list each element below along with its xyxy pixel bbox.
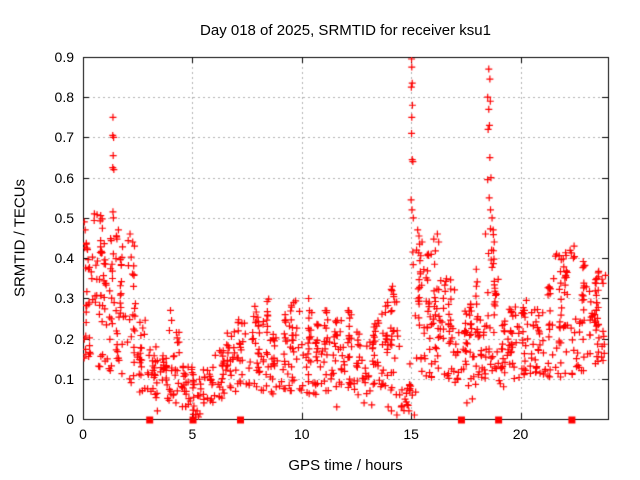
x-tick-label: 20: [512, 426, 529, 442]
y-tick-label: 0.4: [54, 250, 74, 267]
y-tick-label: 0: [66, 411, 74, 427]
x-tick-label: 5: [188, 426, 197, 442]
y-tick-label: 0.3: [54, 290, 74, 307]
chart-title: Day 018 of 2025, SRMTID for receiver ksu…: [200, 22, 491, 39]
x-tick-label: 10: [293, 426, 310, 442]
y-tick-label: 0.9: [54, 49, 74, 65]
y-axis-label: SRMTID / TECUs: [11, 178, 29, 298]
y-tick-label: 0.5: [54, 209, 74, 226]
x-tick-label: 0: [79, 426, 87, 442]
x-axis-label: GPS time / hours: [288, 457, 403, 474]
y-tick-label: 0.8: [54, 89, 74, 106]
y-tick-label: 0.6: [54, 169, 74, 186]
y-tick-label: 0.2: [54, 330, 74, 347]
x-tick-label: 15: [403, 426, 419, 442]
y-tick-label: 0.1: [54, 370, 74, 387]
y-tick-label: 0.7: [54, 129, 74, 146]
